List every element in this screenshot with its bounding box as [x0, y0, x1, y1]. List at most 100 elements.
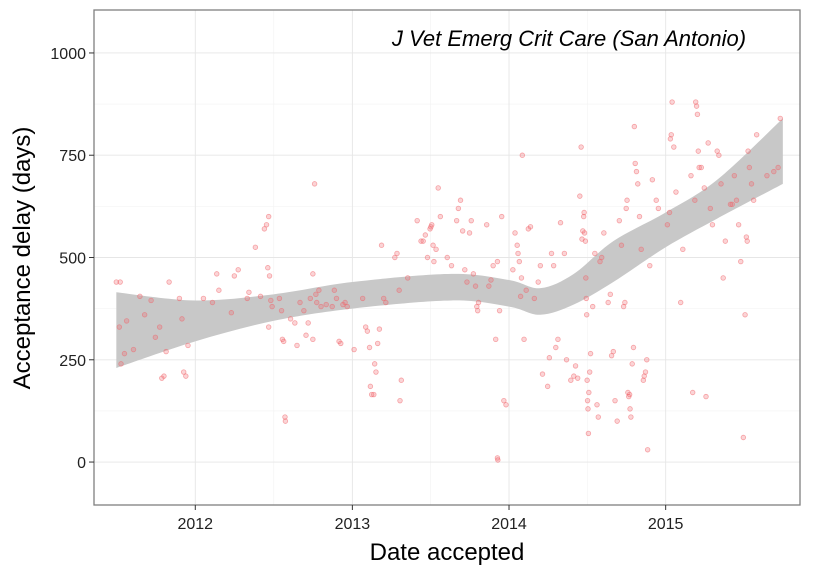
data-point	[338, 340, 344, 347]
data-point	[626, 391, 633, 398]
data-point	[156, 324, 163, 330]
data-point	[265, 324, 272, 330]
data-point	[252, 244, 259, 250]
data-point	[669, 99, 675, 105]
data-point	[548, 250, 555, 257]
data-point	[616, 217, 623, 224]
scatter-points	[113, 99, 783, 463]
data-point	[546, 355, 553, 361]
data-point	[263, 222, 270, 228]
data-point	[623, 205, 629, 212]
data-point	[405, 275, 411, 281]
smooth-band	[116, 118, 783, 368]
data-point	[462, 267, 468, 273]
x-tick-label: 2012	[177, 516, 213, 533]
data-point	[722, 238, 729, 244]
data-point	[373, 369, 379, 375]
data-point	[671, 144, 677, 150]
data-point	[316, 287, 322, 293]
data-point	[595, 414, 601, 420]
data-point	[475, 299, 482, 306]
data-point	[733, 197, 740, 203]
data-point	[468, 217, 474, 224]
data-point	[764, 172, 770, 179]
data-point	[483, 222, 490, 228]
data-point	[179, 316, 185, 322]
data-point	[472, 283, 479, 289]
data-point	[282, 418, 289, 424]
data-point	[323, 301, 329, 308]
data-point	[269, 303, 275, 310]
data-point	[422, 232, 429, 238]
data-point	[748, 181, 755, 187]
data-point	[594, 402, 600, 408]
data-point	[693, 103, 700, 109]
data-point	[424, 254, 431, 261]
y-tick-label: 0	[77, 455, 86, 472]
data-point	[265, 265, 271, 271]
data-point	[577, 193, 583, 199]
y-tick-label: 1000	[50, 46, 86, 63]
data-point	[257, 293, 264, 300]
data-point	[123, 318, 130, 324]
data-point	[668, 132, 674, 138]
data-point	[642, 369, 649, 375]
data-point	[495, 457, 501, 463]
data-point	[622, 299, 628, 306]
data-point	[731, 172, 738, 179]
data-point	[518, 275, 525, 281]
data-point	[753, 132, 760, 138]
data-point	[141, 312, 148, 318]
data-point	[515, 250, 521, 257]
data-point	[235, 267, 241, 273]
confidence-band	[116, 118, 783, 368]
data-point	[310, 336, 316, 343]
data-point	[280, 338, 287, 345]
data-point	[647, 262, 653, 269]
data-point	[555, 336, 561, 343]
data-point	[344, 303, 350, 310]
data-point	[561, 250, 568, 257]
data-point	[466, 230, 473, 236]
data-point	[394, 250, 400, 257]
data-point	[493, 336, 499, 343]
data-point	[121, 350, 128, 357]
data-point	[771, 168, 777, 175]
data-point	[584, 377, 590, 383]
data-point	[118, 361, 124, 367]
data-point	[429, 222, 435, 228]
data-point	[444, 254, 450, 261]
data-point	[396, 287, 402, 293]
data-point	[517, 293, 524, 300]
data-point	[383, 299, 389, 306]
data-point	[307, 295, 314, 302]
data-point	[457, 197, 464, 203]
data-point	[514, 242, 520, 248]
data-point	[688, 172, 694, 179]
data-point	[777, 115, 783, 122]
data-point	[583, 295, 589, 302]
data-point	[333, 295, 340, 302]
data-point	[453, 217, 460, 224]
data-point	[486, 283, 492, 289]
data-point	[292, 320, 298, 326]
x-tick-label: 2015	[648, 516, 684, 533]
data-point	[433, 246, 439, 253]
data-point	[265, 213, 272, 220]
data-point	[630, 344, 637, 351]
data-point	[690, 389, 696, 396]
data-point	[209, 299, 216, 306]
data-point	[718, 181, 724, 187]
data-point	[738, 258, 744, 265]
data-point	[539, 371, 546, 377]
data-point	[633, 168, 640, 175]
data-point	[750, 197, 757, 203]
data-point	[496, 307, 503, 314]
data-point	[624, 197, 630, 203]
data-point	[587, 369, 593, 375]
data-point	[510, 267, 516, 273]
data-point	[301, 307, 307, 314]
y-tick-label: 250	[59, 353, 86, 370]
data-point	[464, 279, 470, 285]
data-point	[694, 111, 701, 118]
